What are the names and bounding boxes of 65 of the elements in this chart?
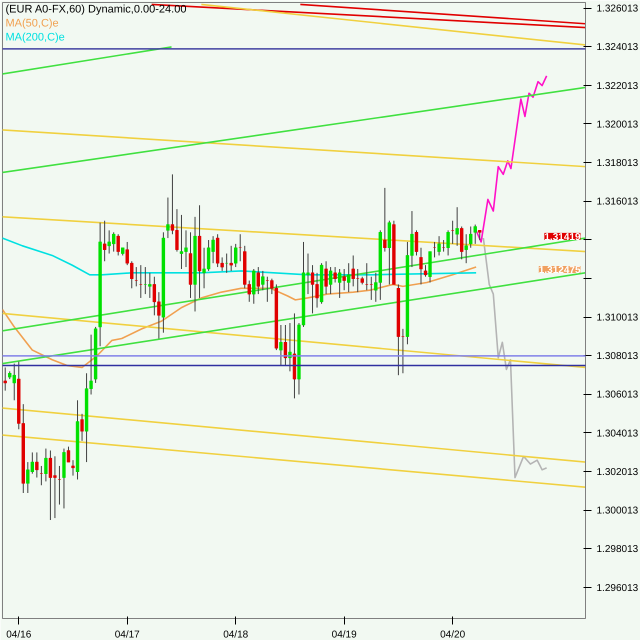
candlestick bbox=[446, 230, 450, 256]
candlestick bbox=[102, 220, 106, 262]
chart-title: (EUR A0-FX,60) Dynamic,0.00-24.00 bbox=[6, 4, 186, 16]
candlestick bbox=[455, 206, 459, 246]
y-tick-label: 1.310013 bbox=[596, 312, 639, 324]
y-tick-label: 1.316013 bbox=[596, 196, 639, 208]
candlestick bbox=[4, 366, 7, 392]
candlestick bbox=[284, 324, 288, 366]
candlestick bbox=[148, 272, 152, 298]
y-tick-label: 1.304013 bbox=[596, 428, 639, 440]
candlestick bbox=[315, 272, 319, 308]
candlestick bbox=[66, 446, 70, 463]
candlestick bbox=[464, 234, 468, 264]
candlestick bbox=[252, 268, 256, 304]
candlestick bbox=[256, 266, 260, 295]
candlestick bbox=[112, 232, 116, 252]
y-tick-label: 1.318013 bbox=[596, 158, 639, 170]
y-tick-label: 1.322013 bbox=[596, 80, 639, 92]
y-tick-label: 1.296013 bbox=[596, 582, 639, 594]
candlestick bbox=[324, 260, 328, 295]
y-tick-label: 1.298013 bbox=[596, 544, 639, 556]
candlestick bbox=[338, 268, 342, 298]
candlestick bbox=[419, 247, 423, 285]
candlestick bbox=[414, 230, 418, 256]
candlestick bbox=[352, 254, 355, 287]
candlestick bbox=[152, 276, 156, 316]
candlestick bbox=[328, 266, 332, 295]
candlestick bbox=[44, 448, 48, 482]
candlestick bbox=[342, 268, 346, 291]
candlestick bbox=[229, 245, 233, 272]
y-tick-label: 1.326013 bbox=[596, 4, 639, 15]
y-tick-label: 1.308013 bbox=[596, 351, 639, 362]
candlestick bbox=[116, 234, 120, 256]
candlestick bbox=[424, 264, 428, 278]
text: MA(200,C)e bbox=[6, 32, 65, 44]
candlestick bbox=[383, 187, 387, 252]
candlestick bbox=[279, 324, 283, 366]
candlestick bbox=[474, 224, 477, 244]
candlestick bbox=[180, 214, 184, 270]
candlestick bbox=[80, 413, 84, 442]
x-tick-label: 04/17 bbox=[114, 630, 140, 640]
x-tick-label: 04/20 bbox=[440, 630, 466, 640]
candlestick bbox=[35, 452, 39, 478]
candlestick bbox=[469, 226, 472, 248]
candlestick bbox=[71, 460, 75, 476]
y-tick-label: 1.300013 bbox=[596, 506, 639, 517]
candlestick bbox=[166, 197, 170, 239]
candlestick bbox=[261, 270, 265, 291]
candlestick bbox=[478, 230, 482, 241]
x-tick-label: 04/18 bbox=[223, 630, 249, 640]
candlestick bbox=[48, 450, 52, 521]
text: MA(50,C)e bbox=[6, 18, 59, 30]
x-tick-label: 04/19 bbox=[332, 630, 358, 640]
y-tick-label: 1.302013 bbox=[596, 466, 639, 478]
candlestick bbox=[333, 266, 337, 283]
candlestick bbox=[346, 262, 350, 293]
candlestick bbox=[58, 465, 62, 506]
candlestick bbox=[234, 243, 238, 268]
candlestick bbox=[437, 236, 441, 256]
candlestick bbox=[26, 462, 30, 494]
y-tick-label: 1.324013 bbox=[596, 42, 639, 54]
y-tick-label: 1.320013 bbox=[596, 119, 639, 130]
x-tick-label: 04/16 bbox=[6, 630, 32, 640]
y-tick-label: 1.306013 bbox=[596, 390, 639, 401]
candlestick bbox=[460, 226, 464, 260]
